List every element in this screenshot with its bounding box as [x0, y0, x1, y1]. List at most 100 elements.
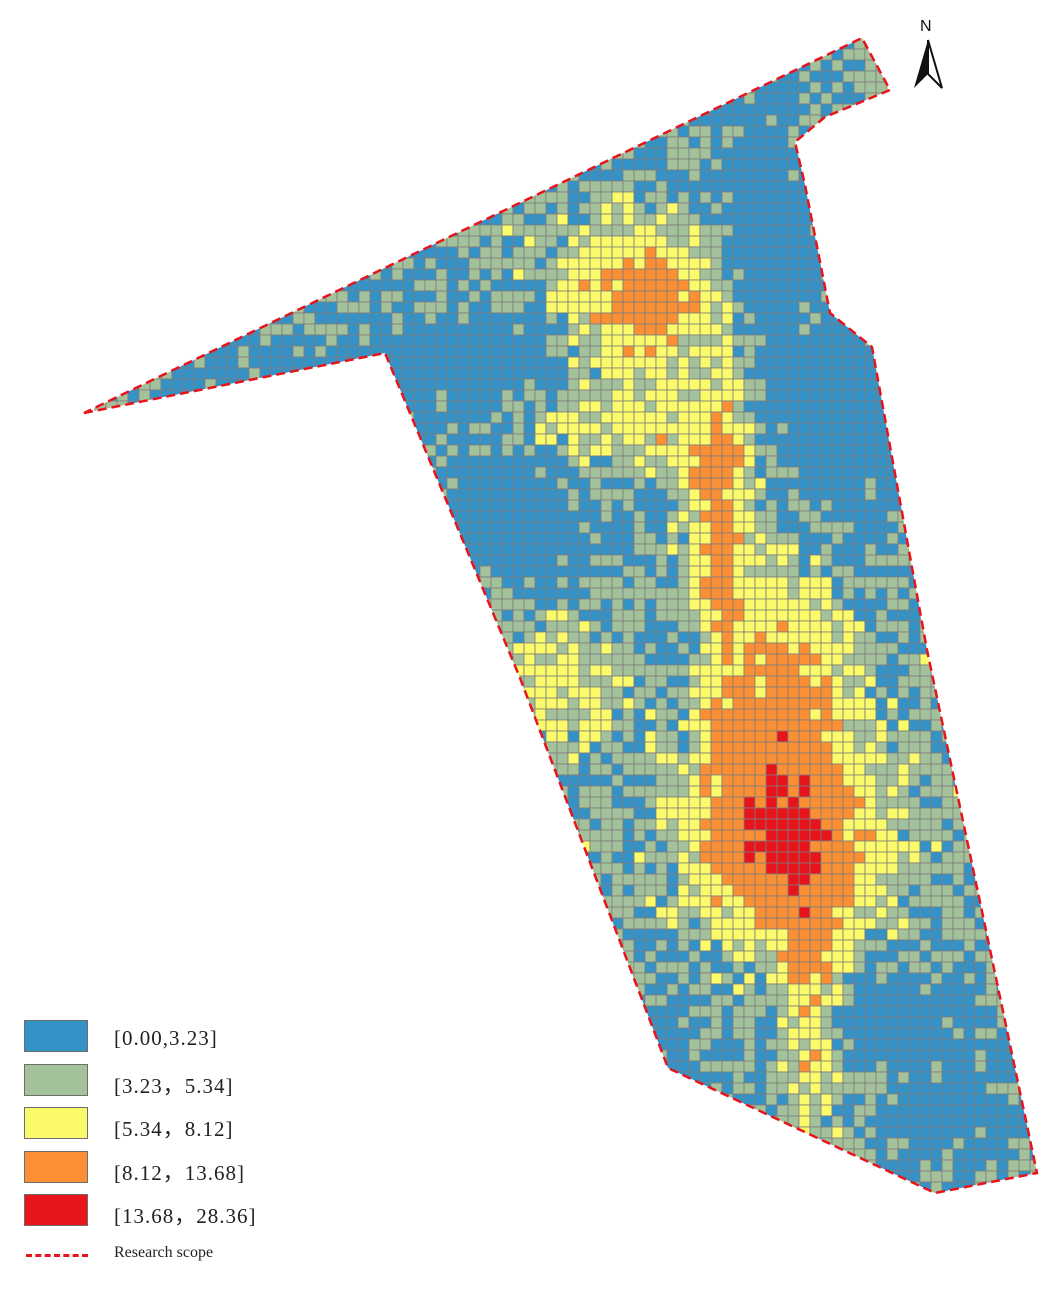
grid-cell	[886, 873, 899, 886]
grid-cell	[897, 1082, 910, 1095]
grid-cell	[864, 532, 877, 545]
grid-cell	[897, 873, 910, 886]
grid-cell	[567, 752, 580, 765]
grid-cell	[765, 499, 778, 512]
grid-cell	[809, 1093, 822, 1106]
grid-cell	[743, 697, 756, 710]
grid-cell	[677, 257, 690, 270]
grid-cell	[831, 697, 844, 710]
grid-cell	[831, 1049, 844, 1062]
grid-cell	[413, 301, 426, 314]
grid-cell	[512, 235, 525, 248]
grid-cell	[853, 411, 866, 424]
grid-cell	[919, 675, 932, 688]
grid-cell	[765, 257, 778, 270]
grid-cell	[589, 664, 602, 677]
grid-cell	[545, 246, 558, 259]
grid-cell	[534, 246, 547, 259]
grid-cell	[666, 1038, 679, 1051]
grid-cell	[919, 1137, 932, 1150]
grid-cell	[677, 1005, 690, 1018]
grid-cell	[842, 521, 855, 534]
grid-cell	[908, 862, 921, 875]
grid-cell	[567, 389, 580, 402]
grid-cell	[655, 554, 668, 567]
grid-cell	[743, 191, 756, 204]
grid-cell	[523, 257, 536, 270]
grid-cell	[677, 774, 690, 787]
grid-cell	[523, 411, 536, 424]
grid-cell	[842, 972, 855, 985]
grid-cell	[809, 477, 822, 490]
grid-cell	[721, 246, 734, 259]
grid-cell	[589, 301, 602, 314]
grid-cell	[655, 312, 668, 325]
grid-cell	[930, 1170, 943, 1183]
grid-cell	[688, 323, 701, 336]
grid-cell	[787, 730, 800, 743]
grid-cell	[853, 763, 866, 776]
grid-cell	[688, 356, 701, 369]
grid-cell	[633, 598, 646, 611]
grid-cell	[974, 906, 987, 919]
legend: [0.00,3.23] [3.23，5.34] [5.34，8.12] [8.1…	[24, 1020, 324, 1270]
grid-cell	[611, 862, 624, 875]
grid-cell	[776, 246, 789, 259]
grid-cell	[809, 884, 822, 897]
grid-cell	[644, 785, 657, 798]
grid-cell	[732, 818, 745, 831]
grid-cell	[952, 928, 965, 941]
grid-cell	[721, 983, 734, 996]
grid-cell	[545, 235, 558, 248]
grid-cell	[875, 422, 888, 435]
grid-cell	[787, 334, 800, 347]
grid-cell	[754, 1093, 767, 1106]
grid-cell	[842, 774, 855, 787]
grid-cell	[677, 741, 690, 754]
grid-cell	[633, 312, 646, 325]
grid-cell	[710, 400, 723, 413]
grid-cell	[798, 576, 811, 589]
grid-cell	[611, 389, 624, 402]
grid-cell	[743, 257, 756, 270]
grid-cell	[589, 818, 602, 831]
grid-cell	[853, 928, 866, 941]
grid-cell	[754, 246, 767, 259]
grid-cell	[468, 312, 481, 325]
grid-cell	[567, 829, 580, 842]
grid-cell	[622, 191, 635, 204]
grid-cell	[556, 466, 569, 479]
grid-cell	[666, 774, 679, 787]
grid-cell	[765, 1071, 778, 1084]
grid-cell	[765, 367, 778, 380]
grid-cell	[765, 444, 778, 457]
grid-cell	[435, 499, 448, 512]
grid-cell	[809, 675, 822, 688]
grid-cell	[578, 422, 591, 435]
grid-cell	[677, 851, 690, 864]
grid-cell	[754, 917, 767, 930]
grid-cell	[831, 686, 844, 699]
grid-cell	[908, 1038, 921, 1051]
grid-cell	[721, 356, 734, 369]
grid-cell	[919, 785, 932, 798]
grid-cell	[468, 301, 481, 314]
grid-cell	[941, 1137, 954, 1150]
grid-cell	[655, 158, 668, 171]
grid-cell	[578, 455, 591, 468]
grid-cell	[787, 796, 800, 809]
grid-cell	[853, 994, 866, 1007]
grid-cell	[886, 631, 899, 644]
grid-cell	[732, 730, 745, 743]
grid-cell	[490, 576, 503, 589]
grid-cell	[809, 521, 822, 534]
grid-cell	[501, 411, 514, 424]
grid-cell	[732, 851, 745, 864]
grid-cell	[468, 268, 481, 281]
grid-cell	[501, 213, 514, 226]
grid-cell	[677, 961, 690, 974]
grid-cell	[864, 400, 877, 413]
grid-cell	[864, 1038, 877, 1051]
grid-cell	[963, 895, 976, 908]
grid-cell	[545, 367, 558, 380]
